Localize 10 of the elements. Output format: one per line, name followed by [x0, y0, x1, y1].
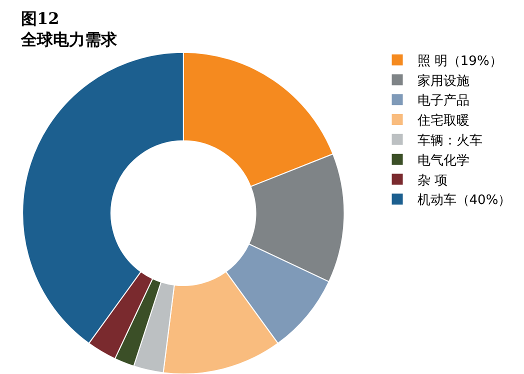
legend-label: 杂 项 [417, 173, 448, 188]
chart-subtitle: 全球电力需求 [20, 30, 118, 49]
legend-label: 机动车（40%） [417, 193, 512, 208]
legend-label: 照 明（19%） [417, 54, 502, 69]
legend-label: 家用设施 [417, 72, 470, 89]
legend-label: 车辆：火车 [417, 134, 482, 148]
legend-label: 电气化学 [417, 153, 470, 168]
legend-label: 住宅取暖 [416, 112, 470, 129]
chart-title: 图12 [21, 9, 60, 28]
legend-label: 电子产品 [417, 94, 470, 109]
